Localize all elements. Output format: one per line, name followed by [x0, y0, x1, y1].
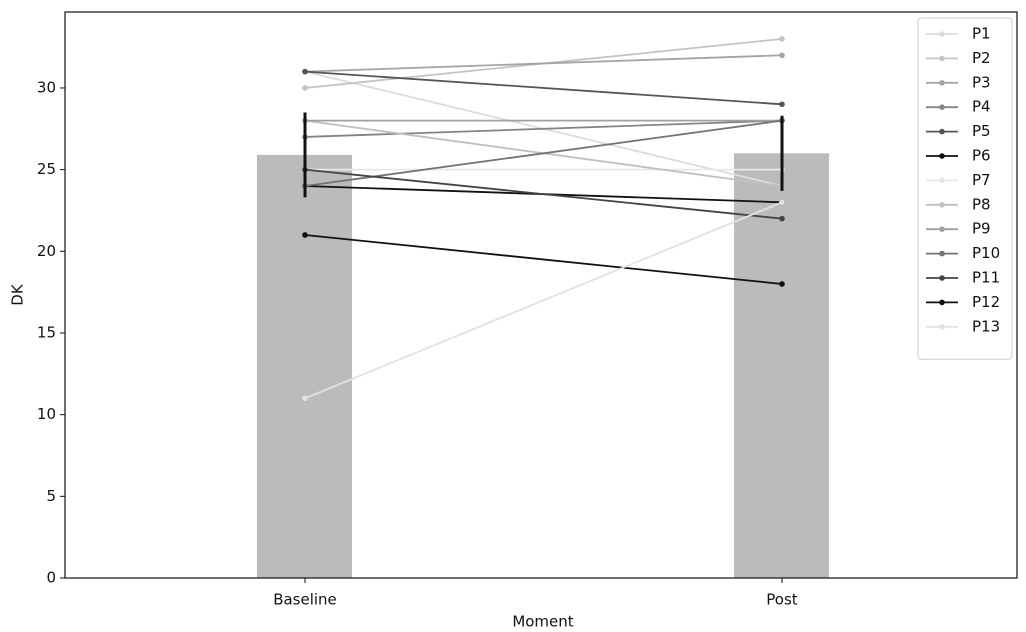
legend-box	[917, 17, 1013, 360]
bar	[257, 154, 352, 578]
legend-marker	[939, 324, 945, 330]
participant-point	[302, 85, 308, 91]
participant-point	[779, 281, 785, 287]
legend-label: P9	[972, 220, 991, 238]
participant-point	[302, 232, 308, 238]
legend-marker	[939, 80, 945, 86]
legend-label: P6	[972, 147, 991, 165]
participant-point	[779, 199, 785, 206]
legend-marker	[939, 128, 945, 135]
legend-marker	[939, 250, 945, 257]
legend-label: P1	[972, 25, 991, 43]
legend-marker	[939, 55, 945, 62]
legend-label: P2	[972, 49, 991, 67]
legend-marker	[939, 226, 945, 232]
x-tick-label: Post	[766, 591, 798, 609]
legend-label: P12	[972, 293, 1000, 311]
legend-marker	[939, 299, 945, 306]
participant-line	[304, 54, 783, 73]
y-tick-label: 20	[37, 242, 56, 260]
y-tick-label: 25	[37, 160, 56, 178]
legend-marker	[939, 275, 945, 281]
y-tick-label: 30	[37, 78, 56, 96]
y-tick-label: 0	[46, 569, 56, 587]
participant-line	[304, 119, 783, 187]
bar	[734, 153, 829, 578]
legend-label: P5	[972, 122, 991, 140]
legend-label: P4	[972, 98, 991, 116]
legend-label: P3	[972, 73, 991, 91]
participant-point	[302, 395, 308, 402]
participant-line	[304, 168, 783, 220]
participant-line	[304, 119, 783, 138]
legend-marker	[939, 31, 945, 37]
x-axis-label: Moment	[512, 613, 573, 631]
x-tick-label: Baseline	[273, 591, 337, 609]
legend-label: P11	[972, 269, 1000, 287]
participant-point	[779, 101, 785, 108]
legend-marker	[939, 104, 945, 110]
legend-marker	[939, 202, 945, 208]
legend-marker	[939, 177, 945, 184]
participant-line	[304, 70, 783, 106]
participant-line	[304, 234, 783, 285]
legend-marker	[939, 153, 945, 159]
legend-label: P13	[972, 317, 1000, 335]
legend-label: P10	[972, 244, 1000, 262]
participant-point	[779, 215, 785, 222]
y-tick-label: 10	[37, 405, 56, 423]
y-tick-label: 5	[46, 487, 56, 505]
participant-point	[779, 52, 785, 59]
y-tick-label: 15	[37, 323, 56, 341]
y-axis-label: DK	[9, 283, 27, 306]
participant-point	[779, 36, 785, 42]
legend-label: P7	[972, 171, 991, 189]
legend-label: P8	[972, 195, 991, 213]
participant-line	[304, 201, 783, 400]
participant-point	[302, 68, 308, 75]
plot-frame	[64, 11, 1018, 579]
